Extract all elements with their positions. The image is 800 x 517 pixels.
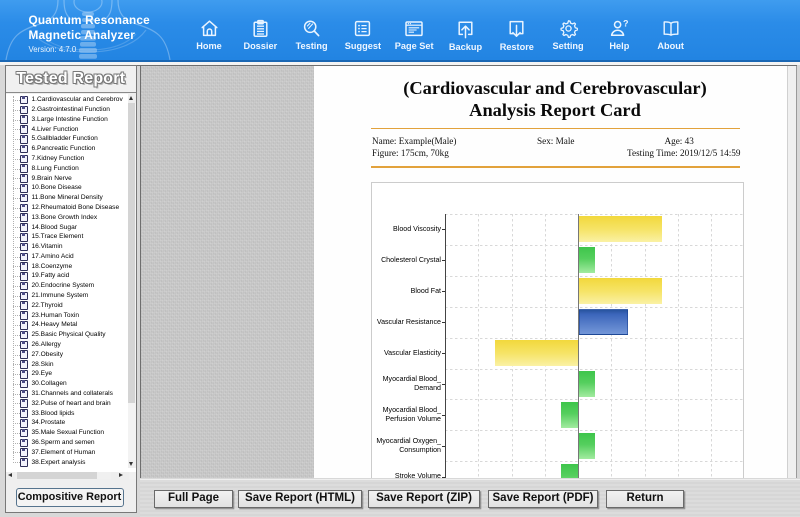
svg-text:?: ? [623,19,629,28]
